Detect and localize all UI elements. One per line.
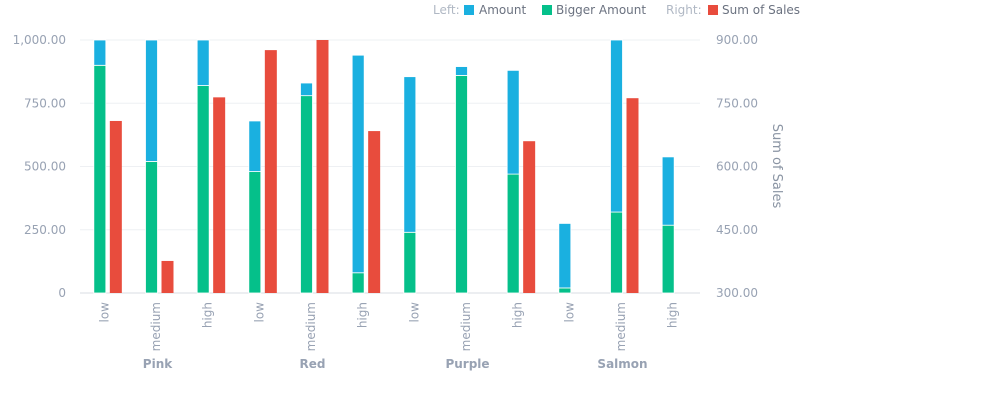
left-tick-label: 250.00 [24,223,66,237]
legend-label-sum-of-sales[interactable]: Sum of Sales [722,3,800,17]
bar-sum-of-sales[interactable] [161,260,174,293]
bar-bigger-amount[interactable] [93,64,107,294]
right-tick-label: 900.00 [716,33,758,47]
bars [93,39,675,294]
group-label: Pink [143,357,173,371]
legend: Left: Amount Bigger Amount Right: Sum of… [433,3,800,17]
legend-label-amount[interactable]: Amount [479,3,526,17]
legend-label-bigger-amount[interactable]: Bigger Amount [556,3,646,17]
group-labels: Pink Red Purple Salmon [143,357,648,371]
group-label: Red [300,357,326,371]
category-label: high [201,302,215,328]
right-tick-label: 750.00 [716,96,758,110]
bar-bigger-amount[interactable] [403,231,417,294]
bar-bigger-amount[interactable] [351,272,365,294]
category-label: low [252,302,266,323]
bar-sum-of-sales[interactable] [316,40,329,293]
bar-sum-of-sales[interactable] [109,120,122,294]
bar-bigger-amount[interactable] [455,75,468,294]
left-tick-label: 1,000.00 [13,33,66,47]
bar-bigger-amount[interactable] [300,95,313,294]
bar-amount[interactable] [145,39,158,162]
left-axis-ticks: 0 250.00 500.00 750.00 1,000.00 [13,33,66,300]
legend-swatch-bigger-amount[interactable] [542,5,552,15]
bar-bigger-amount[interactable] [145,161,158,294]
bar-bigger-amount[interactable] [558,287,572,294]
left-tick-label: 500.00 [24,160,66,174]
category-label: high [666,302,680,328]
category-label: low [407,302,421,323]
bar-bigger-amount[interactable] [506,173,520,294]
bar-sum-of-sales[interactable] [264,50,277,294]
legend-swatch-sum-of-sales[interactable] [708,5,718,15]
legend-left-prefix: Left: [433,3,460,17]
right-axis-ticks: 300.00 450.00 600.00 750.00 900.00 [716,33,758,300]
bar-sum-of-sales[interactable] [213,97,226,293]
category-label: medium [459,302,473,351]
category-labels: low medium high low medium high low medium high l… [97,302,679,352]
legend-right-prefix: Right: [666,3,702,17]
category-label: medium [614,302,628,351]
bar-amount[interactable] [506,69,520,175]
category-label: high [356,302,370,328]
bar-bigger-amount[interactable] [196,85,210,294]
right-tick-label: 600.00 [716,160,758,174]
bar-bigger-amount[interactable] [661,224,675,294]
bar-amount[interactable] [455,66,468,76]
bar-amount[interactable] [610,39,623,213]
right-tick-label: 300.00 [716,286,758,300]
category-label: low [562,302,576,323]
bar-amount[interactable] [196,39,210,86]
category-label: medium [304,302,318,351]
bar-sum-of-sales[interactable] [523,141,536,293]
left-tick-label: 750.00 [24,96,66,110]
bar-amount[interactable] [248,120,262,172]
bar-amount[interactable] [558,223,572,289]
left-tick-label: 0 [58,286,66,300]
group-label: Salmon [597,357,647,371]
category-label: low [97,302,111,323]
bar-amount[interactable] [93,39,107,66]
bar-amount[interactable] [351,54,365,274]
right-axis-title: Sum of Sales [769,124,784,209]
right-tick-label: 450.00 [716,223,758,237]
legend-swatch-amount[interactable] [464,5,474,15]
category-label: high [511,302,525,328]
bar-sum-of-sales[interactable] [626,98,639,293]
bar-bigger-amount[interactable] [248,171,262,294]
bar-amount[interactable] [300,82,313,97]
gridlines [80,39,700,231]
bar-amount[interactable] [403,76,417,233]
bar-bigger-amount[interactable] [610,211,623,294]
bar-amount[interactable] [661,156,675,226]
group-label: Purple [445,357,489,371]
category-label: medium [149,302,163,351]
bar-sum-of-sales[interactable] [368,131,381,293]
